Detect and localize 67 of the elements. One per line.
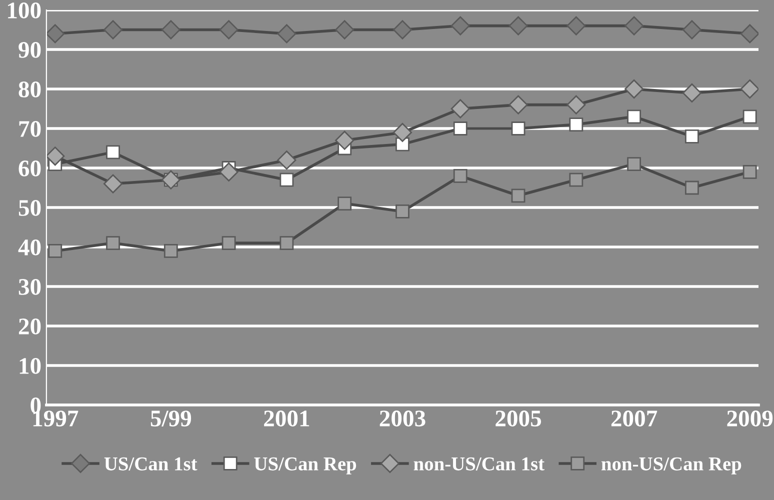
point [624, 79, 644, 99]
point [682, 20, 702, 40]
point [106, 145, 120, 160]
point [453, 168, 468, 183]
point [508, 16, 528, 36]
point [508, 95, 528, 114]
point [219, 162, 238, 182]
point [396, 204, 410, 218]
point [277, 24, 296, 44]
y-tick-label: 100 [8, 2, 41, 18]
point [685, 180, 699, 195]
point [164, 244, 178, 258]
y-tick-label: 40 [18, 239, 41, 256]
x-tick-label: 2001 [264, 410, 310, 426]
point [742, 165, 757, 179]
y-tick-label: 90 [18, 42, 41, 58]
point [566, 95, 586, 114]
point [511, 122, 526, 136]
y-tick-label: 30 [18, 278, 41, 295]
point [742, 110, 757, 124]
y-tick-label: 20 [18, 318, 41, 334]
point [161, 20, 180, 40]
point [450, 16, 470, 36]
point [453, 122, 468, 136]
point [740, 24, 759, 44]
point [335, 130, 354, 150]
point [338, 196, 352, 210]
point [627, 110, 641, 124]
legend-label: US/Can 1st [104, 457, 198, 470]
point [277, 150, 296, 170]
point [511, 188, 526, 203]
point [219, 20, 238, 40]
point [682, 83, 702, 102]
x-tick-label: 2003 [380, 410, 426, 426]
point [740, 79, 759, 99]
point [624, 16, 644, 36]
x-tick-label: 2007 [611, 410, 658, 426]
y-tick-label: 50 [18, 200, 41, 216]
point [335, 20, 354, 40]
point [103, 174, 123, 194]
point [392, 20, 412, 40]
legend-label: non-US/Can Rep [601, 457, 742, 474]
point [566, 16, 586, 36]
point [161, 170, 180, 190]
point [106, 236, 120, 250]
point [222, 236, 236, 250]
point [280, 172, 294, 187]
y-tick-label: 60 [18, 160, 41, 176]
point [48, 244, 62, 258]
point [280, 236, 294, 250]
y-tick-label: 70 [19, 120, 41, 137]
x-tick-label: 5/99 [150, 410, 192, 426]
x-tick-label: 2009 [727, 410, 773, 426]
point [103, 20, 123, 40]
point [46, 146, 65, 166]
y-tick-label: 10 [20, 358, 41, 374]
legend-label: non-US/Can 1st [414, 457, 544, 470]
point [450, 99, 470, 118]
legend-label: US/Can Rep [254, 457, 356, 474]
point [569, 172, 584, 187]
point [392, 122, 412, 142]
y-tick-label: 80 [18, 81, 41, 98]
point [46, 24, 65, 44]
point [569, 118, 584, 132]
point [685, 129, 699, 144]
x-tick-label: 2005 [496, 410, 542, 426]
point [627, 157, 641, 171]
